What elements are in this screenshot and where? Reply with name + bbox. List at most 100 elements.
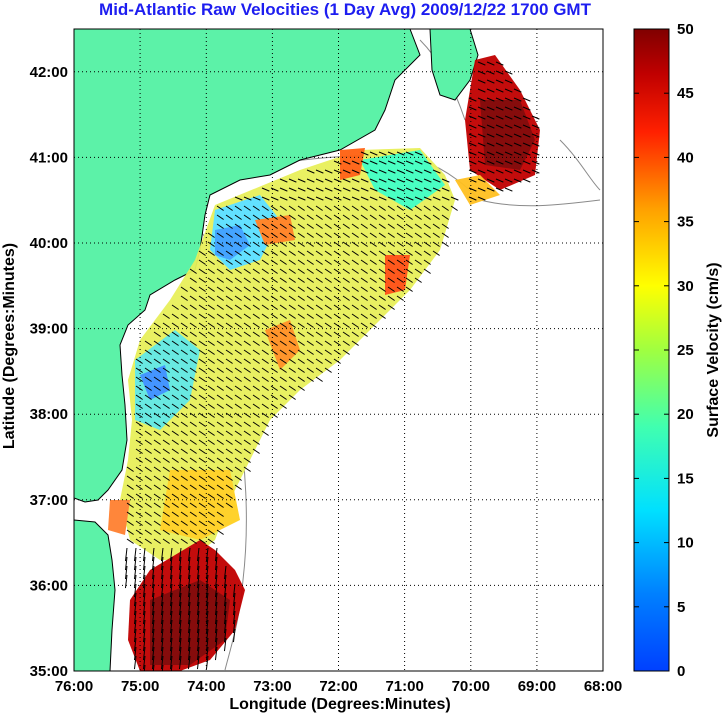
velocity-vector <box>288 331 296 337</box>
velocity-vector <box>441 187 450 192</box>
velocity-vector <box>216 223 224 229</box>
velocity-vector <box>387 286 395 292</box>
colorbar-tick-label: 25 <box>677 342 694 359</box>
velocity-vector <box>387 205 395 211</box>
velocity-vector <box>414 205 422 211</box>
velocity-vector <box>225 448 233 454</box>
velocity-vector <box>315 349 323 355</box>
velocity-vector <box>234 439 242 445</box>
velocity-vector <box>306 241 314 247</box>
velocity-vector <box>342 160 351 165</box>
velocity-vector <box>162 340 170 346</box>
velocity-vector <box>396 241 404 247</box>
velocity-vector <box>351 223 359 229</box>
velocity-vector <box>531 151 540 156</box>
velocity-vector <box>198 484 206 490</box>
velocity-vector <box>171 457 179 463</box>
velocity-vector <box>171 466 179 472</box>
velocity-vector <box>205 619 209 634</box>
velocity-vector <box>414 232 422 238</box>
velocity-vector <box>180 529 188 535</box>
velocity-vector <box>333 277 341 283</box>
velocity-vector <box>160 556 164 571</box>
velocity-vector <box>162 475 170 481</box>
velocity-vector <box>207 295 215 301</box>
velocity-vector <box>288 313 296 319</box>
velocity-vector <box>288 322 296 328</box>
velocity-vector <box>180 538 188 544</box>
velocity-vector <box>160 646 164 661</box>
velocity-vector <box>342 286 350 292</box>
velocity-vector <box>171 340 179 346</box>
velocity-vector <box>225 421 233 427</box>
velocity-vector <box>198 340 206 346</box>
velocity-vector <box>387 277 395 283</box>
velocity-vector <box>306 367 314 373</box>
velocity-vector <box>189 340 197 346</box>
velocity-vector <box>423 187 432 192</box>
velocity-vector <box>477 70 486 75</box>
velocity-vector <box>450 196 459 201</box>
colorbar <box>633 28 670 672</box>
velocity-vector <box>324 232 332 238</box>
velocity-vector <box>288 367 296 373</box>
velocity-vector <box>189 439 197 445</box>
velocity-vector <box>306 331 314 337</box>
velocity-vector <box>288 241 296 247</box>
velocity-vector <box>126 484 134 490</box>
velocity-vector <box>207 277 215 283</box>
velocity-vector <box>225 376 233 382</box>
velocity-vector <box>504 88 513 93</box>
velocity-vector <box>216 268 224 274</box>
velocity-vector <box>151 592 155 607</box>
velocity-vector <box>315 304 323 310</box>
velocity-vector <box>223 619 227 634</box>
velocity-vector <box>198 421 206 427</box>
velocity-vector <box>216 286 224 292</box>
colorbar-tick-label: 30 <box>677 278 694 295</box>
velocity-vector <box>232 592 236 607</box>
velocity-vector <box>504 160 513 165</box>
velocity-vector <box>142 583 146 598</box>
velocity-vector <box>270 295 278 301</box>
velocity-vector <box>198 493 206 499</box>
velocity-vector <box>162 313 170 319</box>
velocity-vector <box>216 502 224 508</box>
velocity-vector <box>306 340 314 346</box>
velocity-vector <box>162 349 170 355</box>
velocity-vector <box>126 502 134 508</box>
velocity-vector <box>189 448 197 454</box>
velocity-vector <box>405 205 413 211</box>
velocity-vector <box>180 358 188 364</box>
velocity-vector <box>180 412 188 418</box>
velocity-vector <box>315 286 323 292</box>
velocity-vector <box>142 592 146 607</box>
velocity-vector <box>432 214 440 220</box>
velocity-vector <box>270 286 278 292</box>
velocity-vector <box>216 340 224 346</box>
velocity-vector <box>162 448 170 454</box>
velocity-vector <box>207 367 215 373</box>
velocity-vector <box>495 169 504 174</box>
velocity-vector <box>189 286 197 292</box>
velocity-vector <box>144 502 152 508</box>
velocity-vector <box>198 457 206 463</box>
velocity-vector <box>178 655 182 670</box>
velocity-vector <box>306 358 314 364</box>
velocity-vector <box>189 475 197 481</box>
velocity-vector <box>144 475 152 481</box>
velocity-vector <box>135 475 143 481</box>
colorbar-tick-label: 50 <box>677 21 694 38</box>
velocity-vector <box>261 358 269 364</box>
velocity-vector <box>189 313 197 319</box>
velocity-vector <box>162 529 170 535</box>
velocity-vector <box>180 376 188 382</box>
velocity-vector <box>486 79 495 84</box>
velocity-vector <box>486 88 495 93</box>
velocity-vector <box>297 367 305 373</box>
velocity-vector <box>162 403 170 409</box>
velocity-vector <box>207 466 215 472</box>
velocity-vector <box>441 241 449 247</box>
velocity-vector <box>243 277 251 283</box>
velocity-vector <box>261 232 269 238</box>
